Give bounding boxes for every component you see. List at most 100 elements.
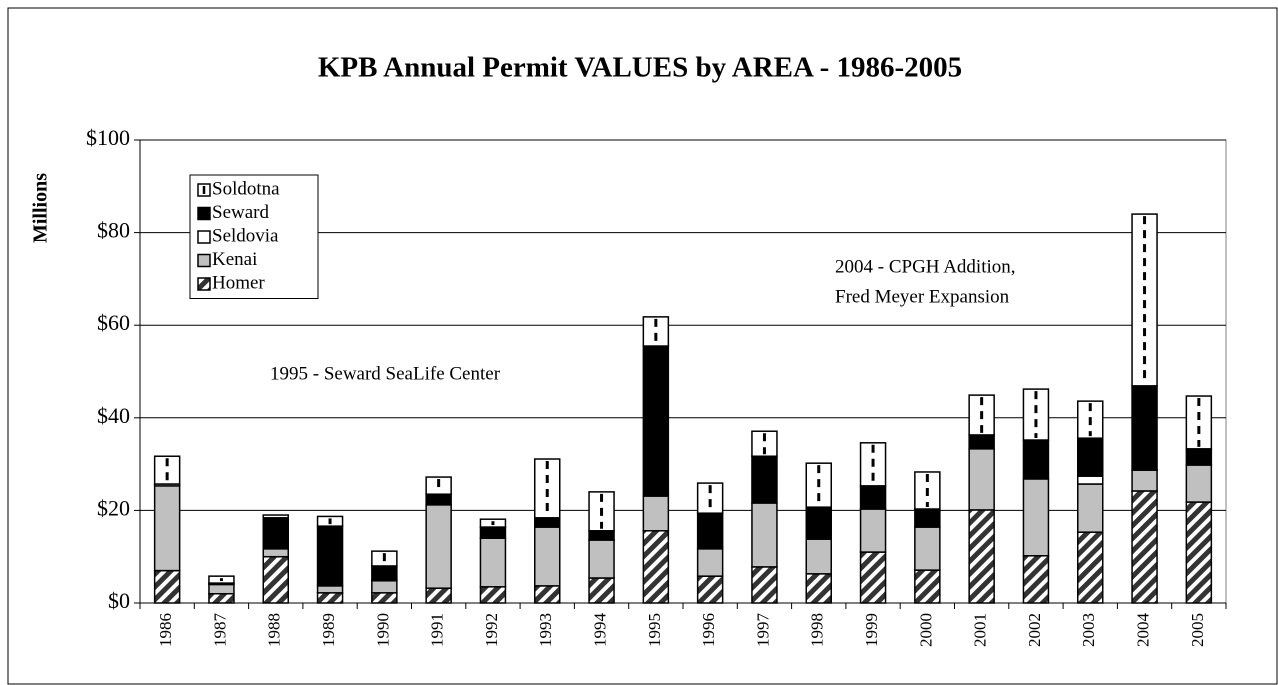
bar-segment bbox=[371, 580, 398, 594]
bar-segment bbox=[1022, 439, 1050, 480]
x-tick-label: 1986 bbox=[156, 613, 175, 647]
bar-segment bbox=[479, 526, 507, 539]
bar-segment bbox=[425, 587, 452, 604]
legend-label: Soldotna bbox=[212, 178, 280, 199]
x-tick-label: 1990 bbox=[373, 613, 392, 647]
x-tick-label: 2002 bbox=[1025, 613, 1044, 647]
bar-segment bbox=[316, 585, 344, 594]
bar-segment bbox=[968, 509, 995, 604]
bar-segment bbox=[316, 525, 344, 587]
legend-label: Seward bbox=[212, 202, 269, 223]
bar-segment bbox=[262, 517, 289, 550]
bar-segment bbox=[153, 485, 181, 572]
x-tick-label: 1995 bbox=[645, 613, 664, 647]
bar-segment bbox=[534, 517, 561, 528]
x-tick-label: 2000 bbox=[916, 613, 935, 647]
bar-segment bbox=[642, 495, 670, 532]
y-tick-label: $60 bbox=[97, 310, 130, 335]
x-tick-label: 2005 bbox=[1188, 613, 1207, 647]
bar-segment bbox=[588, 530, 615, 541]
x-tick-label: 1989 bbox=[319, 613, 338, 647]
bar-segment bbox=[534, 526, 561, 587]
annotation: 2004 - CPGH Addition, bbox=[835, 256, 1016, 277]
y-tick-label: $40 bbox=[97, 403, 130, 428]
bar-segment bbox=[914, 526, 941, 571]
bar-segment bbox=[534, 585, 561, 604]
annotation: 1995 - Seward SeaLife Center bbox=[270, 363, 501, 384]
bar-segment bbox=[1077, 475, 1104, 485]
x-tick-label: 1988 bbox=[265, 613, 284, 647]
bar-segment bbox=[588, 539, 615, 579]
bar-segment bbox=[1185, 395, 1213, 450]
bar-segment bbox=[1131, 469, 1158, 492]
bar-segment bbox=[968, 448, 995, 511]
x-tick-label: 1994 bbox=[590, 613, 609, 648]
x-tick-label: 1991 bbox=[428, 613, 447, 647]
bar-segment bbox=[479, 537, 507, 588]
bar-segment bbox=[153, 569, 181, 604]
annotation: Fred Meyer Expansion bbox=[835, 286, 1010, 307]
bar-segment bbox=[588, 577, 615, 604]
x-tick-label: 2004 bbox=[1133, 613, 1152, 648]
bar-segment bbox=[1131, 385, 1158, 471]
legend-label: Homer bbox=[212, 272, 265, 293]
y-axis-label: Millions bbox=[30, 173, 52, 243]
x-tick-label: 1987 bbox=[210, 613, 229, 648]
bar-segment bbox=[208, 592, 235, 604]
x-tick-label: 1996 bbox=[699, 613, 718, 647]
bar-segment bbox=[642, 345, 670, 497]
legend-box bbox=[189, 174, 319, 299]
bar-segment bbox=[805, 573, 832, 604]
bar-segment bbox=[262, 514, 289, 519]
bar-segment bbox=[316, 592, 344, 604]
bar-segment bbox=[1022, 478, 1050, 557]
bar-segment bbox=[1131, 490, 1158, 604]
bar-segment bbox=[479, 586, 507, 604]
bar-segment bbox=[425, 493, 452, 506]
bar-segment bbox=[642, 530, 670, 604]
chart-frame bbox=[7, 7, 1278, 685]
legend-swatch bbox=[197, 230, 211, 244]
bar-segment bbox=[914, 508, 941, 528]
legend-swatch bbox=[197, 277, 211, 291]
legend-swatch bbox=[197, 206, 211, 221]
bar-segment bbox=[1022, 555, 1050, 604]
bar-segment bbox=[805, 506, 832, 540]
bar-segment bbox=[968, 434, 995, 450]
x-tick-label: 1992 bbox=[482, 613, 501, 647]
bar-segment bbox=[1185, 501, 1213, 604]
bar-segment bbox=[696, 575, 724, 604]
legend-label: Seldovia bbox=[212, 225, 279, 246]
bar-segment bbox=[371, 565, 398, 581]
bar-segment bbox=[1185, 448, 1213, 466]
bar-segment bbox=[859, 485, 887, 510]
bar-segment bbox=[859, 551, 887, 604]
bar-segment bbox=[696, 548, 724, 577]
x-tick-label: 2003 bbox=[1079, 613, 1098, 647]
bar-segment bbox=[751, 502, 778, 568]
bar-segment bbox=[208, 583, 235, 595]
bar-segment bbox=[262, 555, 289, 604]
bar-segment bbox=[1077, 483, 1104, 533]
y-tick-label: $100 bbox=[86, 125, 130, 150]
bar-segment bbox=[1077, 531, 1104, 604]
bar-segment bbox=[751, 455, 778, 504]
bar-segment bbox=[805, 538, 832, 575]
chart-title: KPB Annual Permit VALUES by AREA - 1986-… bbox=[318, 52, 962, 84]
legend-label: Kenai bbox=[212, 249, 257, 270]
bar-segment bbox=[425, 504, 452, 589]
bar-segment bbox=[751, 566, 778, 604]
bar-segment bbox=[371, 592, 398, 604]
y-tick-label: $0 bbox=[108, 588, 130, 613]
x-tick-label: 1997 bbox=[753, 613, 772, 648]
x-tick-label: 2001 bbox=[971, 613, 990, 647]
y-tick-label: $20 bbox=[97, 495, 130, 520]
bar-segment bbox=[1185, 464, 1213, 503]
x-tick-label: 1993 bbox=[536, 613, 555, 647]
bar-segment bbox=[859, 508, 887, 553]
bar-segment bbox=[914, 569, 941, 604]
x-tick-label: 1999 bbox=[862, 613, 881, 647]
bar-segment bbox=[696, 512, 724, 550]
x-tick-label: 1998 bbox=[808, 613, 827, 647]
